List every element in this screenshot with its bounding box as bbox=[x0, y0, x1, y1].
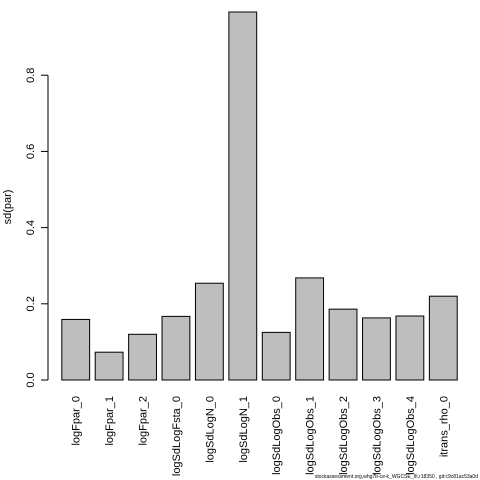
y-tick-label: 0.2 bbox=[25, 296, 37, 311]
bar-logSdLogN_1 bbox=[228, 11, 258, 381]
bar-itrans_rho_0 bbox=[428, 295, 458, 381]
y-axis: 0.0 0.2 0.4 0.6 0.8 bbox=[25, 68, 49, 388]
x-tick-label: logSdLogN_1 bbox=[238, 396, 250, 463]
x-tick-label: logSdLogObs_1 bbox=[305, 396, 317, 475]
bar-logSdLogObs_2 bbox=[328, 308, 358, 381]
y-tick-label: 0.4 bbox=[25, 220, 37, 235]
x-tick-label: logFpar_2 bbox=[138, 396, 150, 446]
x-tick-label: logSdLogN_0 bbox=[204, 396, 216, 463]
x-tick-label: logSdLogFsta_0 bbox=[171, 396, 183, 476]
y-tick-label: 0.6 bbox=[25, 144, 37, 159]
x-tick-label: logSdLogObs_3 bbox=[371, 396, 383, 475]
y-tick-label: 0.8 bbox=[25, 68, 37, 83]
x-tick-label: logSdLogObs_2 bbox=[338, 396, 350, 475]
bars-group bbox=[61, 11, 458, 381]
footer-note: stockassessment.org,whg7b-ce-k_WGCSE_III… bbox=[315, 474, 478, 480]
bar-logFpar_1 bbox=[94, 351, 124, 381]
x-tick-label: itrans_rho_0 bbox=[438, 396, 450, 457]
x-tick-label: logFpar_0 bbox=[71, 396, 83, 446]
bar-logSdLogObs_1 bbox=[295, 277, 325, 381]
bar-logSdLogObs_4 bbox=[395, 315, 425, 381]
bar-logSdLogObs_3 bbox=[362, 317, 391, 381]
bar-logFpar_2 bbox=[128, 333, 157, 381]
y-axis-title: sd(par) bbox=[2, 190, 14, 225]
x-tick-label: logSdLogObs_0 bbox=[271, 396, 283, 475]
x-tick-label: logFpar_1 bbox=[104, 396, 116, 446]
x-tick-label: logSdLogObs_4 bbox=[405, 396, 417, 475]
y-tick-label: 0.0 bbox=[25, 372, 37, 387]
x-tick-labels: logFpar_0 logFpar_1 logFpar_2 logSdLogFsta_… bbox=[71, 396, 451, 476]
bar-logSdLogFsta_0 bbox=[161, 315, 191, 381]
bar-logFpar_0 bbox=[61, 318, 91, 381]
bar-logSdLogObs_0 bbox=[261, 331, 291, 381]
bar-logSdLogN_0 bbox=[194, 282, 224, 381]
